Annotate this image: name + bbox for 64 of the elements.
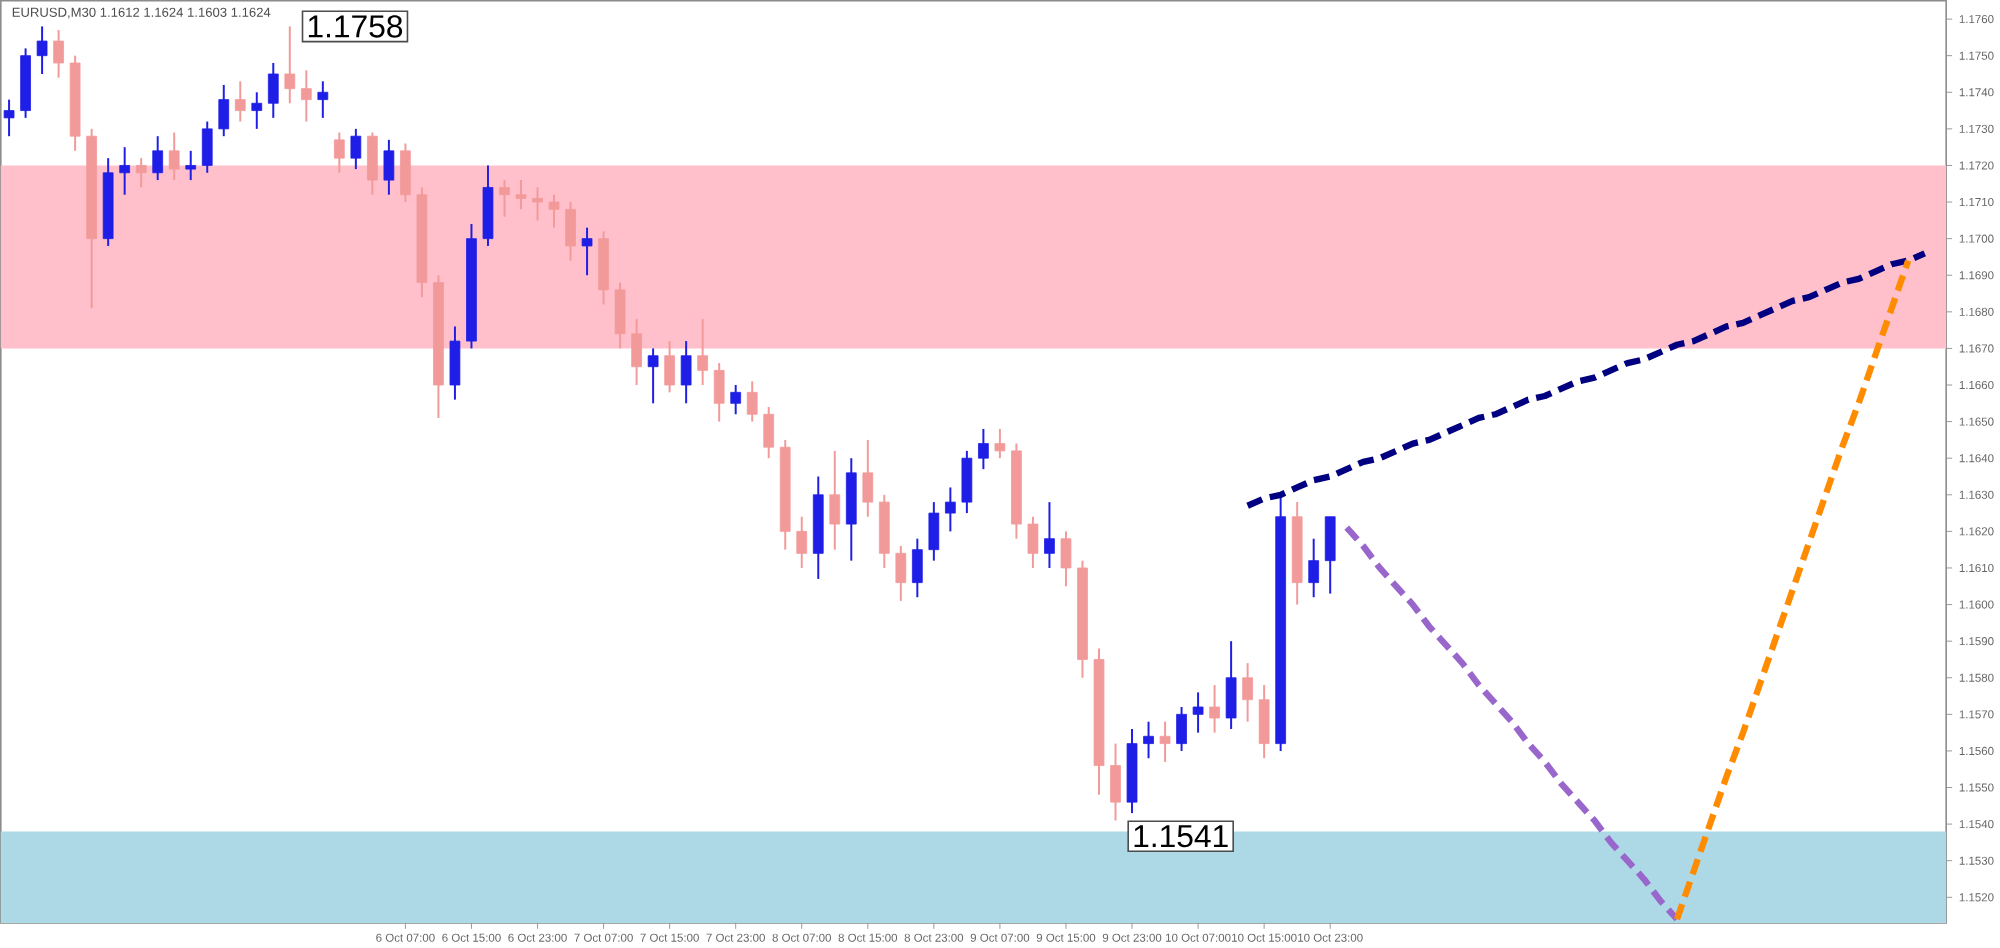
candlestick	[1176, 705, 1187, 752]
candlestick	[185, 149, 197, 181]
candlestick	[928, 500, 940, 562]
candlestick	[730, 383, 742, 415]
candlestick	[499, 178, 510, 218]
candlestick	[532, 186, 543, 221]
candlestick	[680, 339, 692, 404]
candlestick	[1060, 530, 1072, 587]
annotation: 1.1758	[308, 14, 403, 38]
candlestick	[36, 25, 48, 75]
candlestick	[961, 449, 973, 514]
candlestick	[829, 449, 841, 551]
candlestick	[317, 79, 329, 119]
candlestick	[267, 61, 279, 119]
candlestick	[350, 127, 362, 170]
candlestick	[713, 361, 725, 423]
candlestick	[565, 200, 576, 262]
candlestick	[647, 347, 659, 404]
candlestick	[746, 380, 758, 423]
candlestick	[284, 25, 296, 104]
candlestick	[152, 134, 164, 181]
candlestick	[1242, 661, 1253, 723]
candlestick	[1027, 515, 1039, 569]
candlestick	[945, 486, 956, 533]
candlestick	[1258, 683, 1270, 759]
candlestick	[1143, 720, 1154, 759]
candlestick	[548, 193, 560, 229]
candlestick	[234, 79, 246, 123]
candlestick	[763, 405, 775, 459]
candlestick	[251, 90, 263, 130]
candlestick	[201, 120, 213, 174]
candlestick	[367, 131, 378, 196]
candlestick	[334, 131, 345, 174]
candlestick	[119, 145, 131, 196]
candlestick	[449, 325, 461, 401]
candlestick	[614, 281, 626, 350]
candlestick	[1209, 683, 1220, 734]
candlestick	[218, 83, 230, 137]
candlestick	[515, 178, 527, 211]
candlestick	[1308, 537, 1320, 598]
candlestick	[3, 98, 15, 137]
candlestick	[697, 317, 709, 386]
candlestick	[796, 515, 808, 569]
candlestick	[994, 427, 1006, 459]
candlestick	[631, 317, 642, 386]
candlestick	[1110, 742, 1121, 822]
candlestick	[135, 156, 147, 189]
candlestick	[1225, 639, 1237, 730]
candlestick	[300, 68, 312, 123]
candlestick	[978, 427, 989, 470]
candlestick	[862, 438, 874, 518]
candlestick	[664, 339, 675, 393]
candlestick	[1324, 515, 1336, 595]
candlestick	[911, 537, 923, 598]
candlestick	[53, 28, 64, 79]
candlestick	[400, 142, 411, 203]
candlestick	[581, 226, 593, 276]
candlestick	[168, 131, 180, 181]
candlestick	[1192, 691, 1204, 734]
annotation: 1.1541	[1134, 824, 1228, 848]
candlestick	[895, 544, 907, 602]
candlestick	[383, 138, 395, 196]
candlestick	[1159, 720, 1171, 763]
candlestick	[1044, 500, 1055, 569]
